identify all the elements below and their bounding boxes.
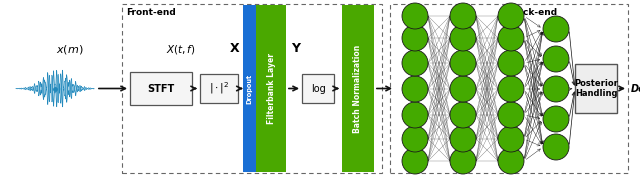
Circle shape xyxy=(543,106,569,132)
Text: STFT: STFT xyxy=(147,84,175,93)
Circle shape xyxy=(450,50,476,76)
Circle shape xyxy=(450,148,476,174)
Circle shape xyxy=(498,3,524,29)
Text: Batch Normalization: Batch Normalization xyxy=(353,44,362,133)
Circle shape xyxy=(543,16,569,42)
Circle shape xyxy=(498,126,524,152)
Circle shape xyxy=(543,46,569,72)
Circle shape xyxy=(402,102,428,128)
Circle shape xyxy=(450,3,476,29)
Circle shape xyxy=(402,50,428,76)
Bar xyxy=(302,74,334,103)
Text: Posterior
Handling: Posterior Handling xyxy=(574,79,618,98)
Text: Decision: Decision xyxy=(631,84,640,93)
Circle shape xyxy=(498,102,524,128)
Circle shape xyxy=(498,76,524,102)
Circle shape xyxy=(450,126,476,152)
Bar xyxy=(243,5,256,172)
Circle shape xyxy=(543,76,569,102)
Text: $\mathbf{Y}$: $\mathbf{Y}$ xyxy=(291,42,302,56)
Circle shape xyxy=(450,25,476,51)
Circle shape xyxy=(450,76,476,102)
Bar xyxy=(575,64,617,113)
Circle shape xyxy=(402,148,428,174)
Bar xyxy=(130,72,192,105)
Bar xyxy=(342,5,374,172)
Text: Front-end: Front-end xyxy=(126,8,176,17)
Circle shape xyxy=(402,3,428,29)
Circle shape xyxy=(402,76,428,102)
Circle shape xyxy=(402,126,428,152)
Bar xyxy=(256,5,286,172)
Circle shape xyxy=(498,148,524,174)
Text: Dropout: Dropout xyxy=(246,73,253,104)
Circle shape xyxy=(498,25,524,51)
Circle shape xyxy=(402,25,428,51)
Text: $X(t,f)$: $X(t,f)$ xyxy=(166,42,196,56)
Text: $x(m)$: $x(m)$ xyxy=(56,42,84,56)
Circle shape xyxy=(450,102,476,128)
Circle shape xyxy=(543,134,569,160)
Bar xyxy=(200,74,238,103)
Text: log: log xyxy=(310,84,325,93)
Circle shape xyxy=(498,50,524,76)
Text: $|\cdot|^2$: $|\cdot|^2$ xyxy=(209,81,229,96)
Text: Back-end: Back-end xyxy=(510,8,557,17)
Text: Filterbank Layer: Filterbank Layer xyxy=(266,53,275,124)
Text: $\mathbf{X}$: $\mathbf{X}$ xyxy=(228,42,240,56)
